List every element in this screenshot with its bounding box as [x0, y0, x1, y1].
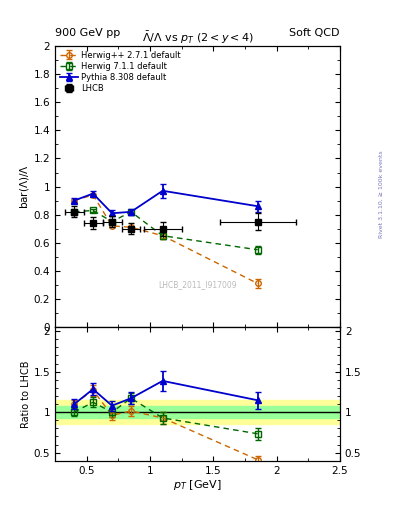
Text: Soft QCD: Soft QCD	[290, 28, 340, 38]
X-axis label: $p_T$ [GeV]: $p_T$ [GeV]	[173, 478, 222, 493]
Bar	[55, 407, 340, 418]
Y-axis label: bar($\Lambda$)/$\Lambda$: bar($\Lambda$)/$\Lambda$	[18, 164, 31, 209]
Legend: Herwig++ 2.7.1 default, Herwig 7.1.1 default, Pythia 8.308 default, LHCB: Herwig++ 2.7.1 default, Herwig 7.1.1 def…	[58, 49, 182, 95]
Y-axis label: Ratio to LHCB: Ratio to LHCB	[21, 360, 31, 428]
Title: $\bar{\Lambda}/\Lambda$ vs $p_T$ $(2 < y < 4)$: $\bar{\Lambda}/\Lambda$ vs $p_T$ $(2 < y…	[141, 30, 253, 46]
Text: 900 GeV pp: 900 GeV pp	[55, 28, 120, 38]
Bar	[55, 400, 340, 424]
Text: Rivet 3.1.10, ≥ 100k events: Rivet 3.1.10, ≥ 100k events	[379, 151, 384, 239]
Text: LHCB_2011_I917009: LHCB_2011_I917009	[158, 281, 237, 289]
